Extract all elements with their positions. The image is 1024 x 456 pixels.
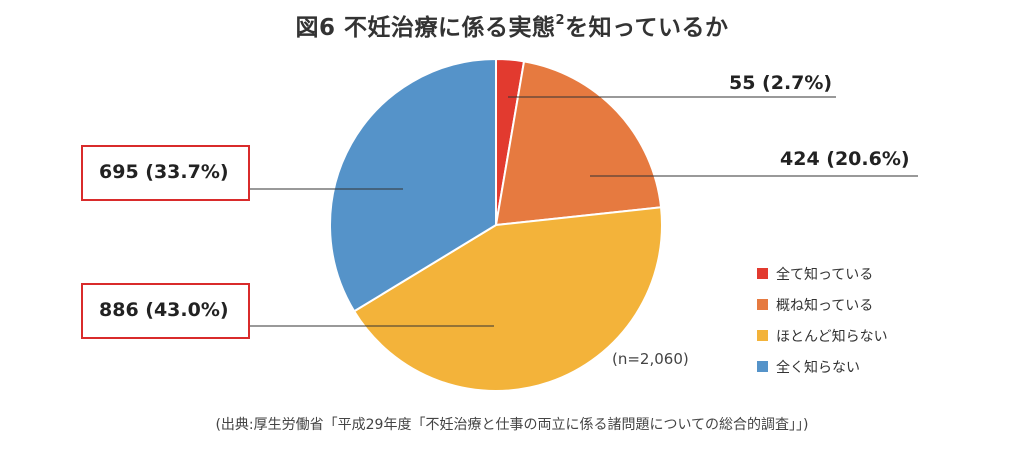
slice-label-all-know: 55 (2.7%) — [729, 72, 833, 94]
highlight-box-hardly-know — [81, 283, 250, 339]
legend-swatch — [757, 330, 768, 341]
source-citation: (出典:厚生労働省「平成29年度「不妊治療と仕事の両立に係る諸問題についての総合… — [215, 417, 809, 433]
legend-swatch — [757, 268, 768, 279]
pie-slice — [352, 206, 663, 392]
slice-label-mostly-know: 424 (20.6%) — [780, 148, 910, 170]
legend-swatch — [757, 299, 768, 310]
legend-item: 全て知っている — [757, 258, 888, 289]
legend-label: 全て知っている — [776, 266, 874, 283]
slice-label-dont-know-at-all: 695 (33.7%) — [99, 161, 229, 183]
legend-item: 全く知らない — [757, 351, 888, 382]
legend-item: ほとんど知らない — [757, 320, 888, 351]
highlight-box-dont-know-at-all — [81, 145, 250, 201]
legend-label: 概ね知っている — [776, 297, 874, 314]
legend-label: 全く知らない — [776, 359, 860, 376]
legend-swatch — [757, 361, 768, 372]
chart-title: 図6 不妊治療に係る実態2を知っているか — [0, 8, 1024, 42]
legend-item: 概ね知っている — [757, 289, 888, 320]
chart-title-suffix: を知っているか — [565, 15, 729, 41]
pie-slice — [494, 60, 663, 227]
slice-label-hardly-know: 886 (43.0%) — [99, 299, 229, 321]
legend: 全て知っている 概ね知っている ほとんど知らない 全く知らない — [757, 258, 888, 382]
legend-label: ほとんど知らない — [776, 328, 888, 345]
pie-slice — [329, 57, 497, 313]
chart-title-main: 図6 不妊治療に係る実態 — [295, 15, 556, 41]
chart-title-superscript: 2 — [555, 13, 566, 29]
sample-size-note: (n=2,060) — [612, 350, 689, 368]
